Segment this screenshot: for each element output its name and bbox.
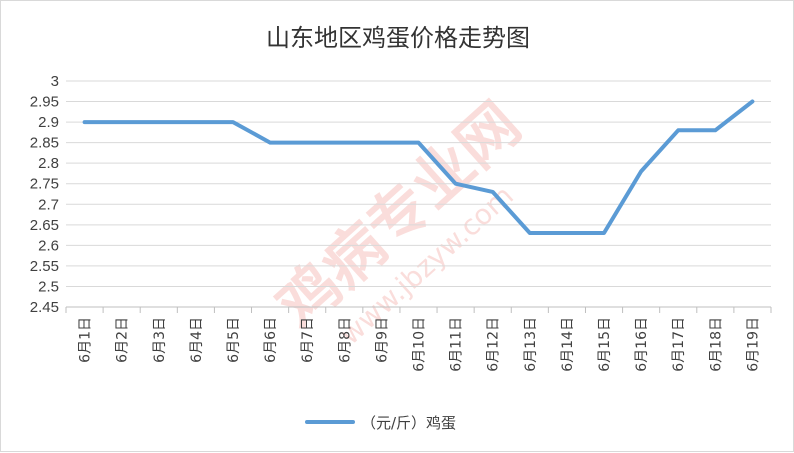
y-tick-label: 2.85 <box>30 135 59 152</box>
series-group <box>82 99 755 235</box>
x-tick-label: 6月5日 <box>226 317 242 363</box>
x-tick-label: 6月16日 <box>634 317 650 372</box>
series-line <box>82 99 755 235</box>
x-tick-label: 6月18日 <box>708 317 724 372</box>
x-tick-label: 6月10日 <box>412 317 428 372</box>
x-tick-label: 6月14日 <box>560 317 576 372</box>
y-tick-label: 3 <box>51 73 59 90</box>
y-tick-label: 2.6 <box>38 237 59 254</box>
y-tick-label: 2.75 <box>30 176 59 193</box>
y-tick-label: 2.95 <box>30 94 59 111</box>
x-tick-label: 6月12日 <box>486 317 502 372</box>
y-tick-label: 2.55 <box>30 258 59 275</box>
x-tick-label: 6月4日 <box>189 317 205 363</box>
x-axis: 6月1日 6月2日 6月3日 6月4日 6月5日 6月6日 6月7日 6月8日 6月9日 6月10… <box>65 307 772 372</box>
x-tick-label: 6月6日 <box>263 317 279 363</box>
x-tick-label: 6月19日 <box>745 317 761 372</box>
legend: （元/斤）鸡蛋 <box>305 414 456 432</box>
x-tick-label: 6月15日 <box>597 317 613 372</box>
legend-label: （元/斤）鸡蛋 <box>361 414 456 432</box>
x-tick-label: 6月7日 <box>300 317 316 363</box>
y-tick-label: 2.9 <box>38 114 59 131</box>
y-tick-label: 2.5 <box>38 278 59 295</box>
y-tick-label: 2.65 <box>30 217 59 234</box>
x-tick-label: 6月11日 <box>449 317 465 372</box>
x-tick-label: 6月13日 <box>523 317 539 372</box>
x-tick-label: 6月17日 <box>671 317 687 372</box>
y-tick-label: 2.8 <box>38 155 59 172</box>
watermark: 鸡病专业网 www.jbzyw.com <box>264 89 534 351</box>
chart-title: 山东地区鸡蛋价格走势图 <box>266 24 530 52</box>
y-tick-label: 2.45 <box>30 299 59 316</box>
x-tick-label: 6月9日 <box>374 317 390 363</box>
gridlines <box>66 80 771 308</box>
x-tick-label: 6月8日 <box>337 317 353 363</box>
y-axis-ticks: 2.45 2.5 2.55 2.6 2.65 2.7 2.75 2.8 2.85 2.9 2.95 3 <box>30 73 59 316</box>
x-tick-label: 6月2日 <box>115 317 131 363</box>
x-tick-label: 6月1日 <box>78 317 94 363</box>
x-tick-label: 6月3日 <box>152 317 168 363</box>
y-tick-label: 2.7 <box>38 196 59 213</box>
